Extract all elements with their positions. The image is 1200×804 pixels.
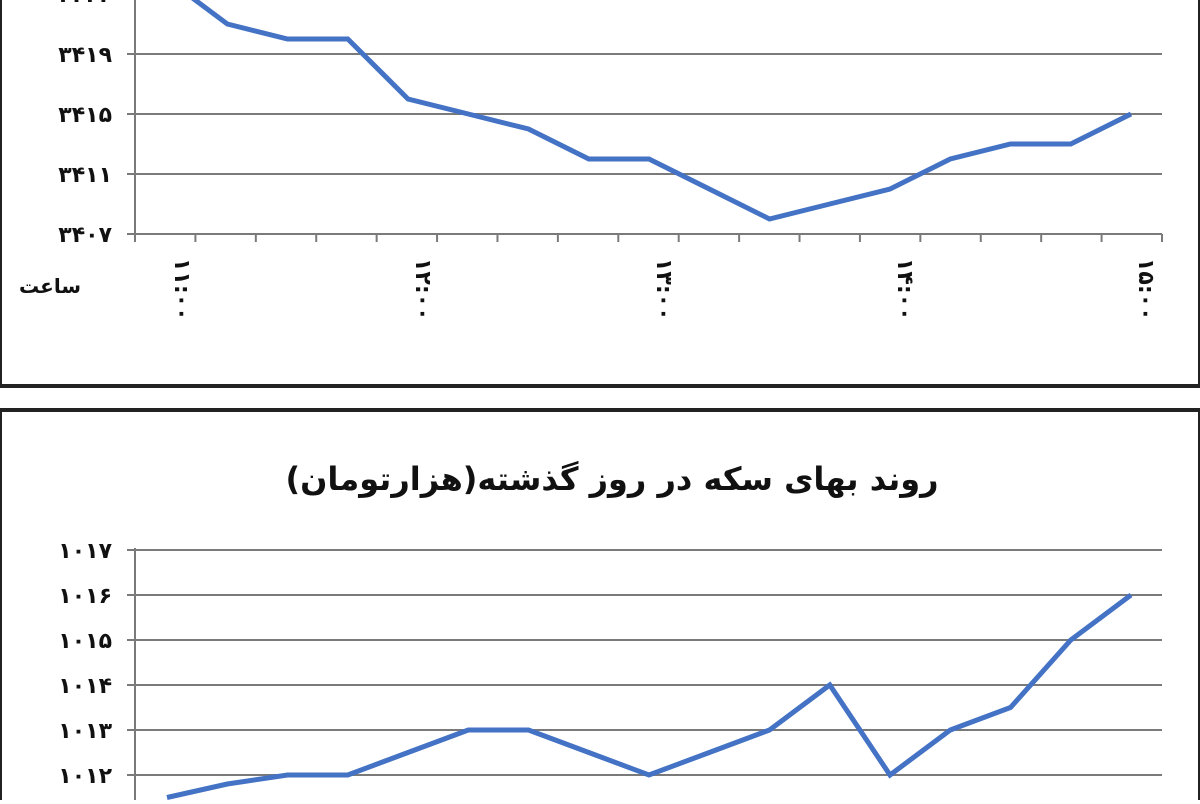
data-point xyxy=(526,127,531,132)
data-point xyxy=(1008,705,1013,710)
y-tick-label: ۳۴۰۷ xyxy=(58,223,112,248)
data-point xyxy=(586,750,591,755)
top-x-tick-labels: ۱۱:۰۰ ۱۲:۰۰ ۱۳:۰۰ ۱۴:۰۰ ۱۵:۰۰ xyxy=(169,258,1158,321)
y-tick-label: ۱۰۱۷ xyxy=(58,539,112,564)
data-point xyxy=(767,728,772,733)
x-tick-label: ۱۵:۰۰ xyxy=(1133,258,1158,321)
y-tick-label: ۳۴۱۹ xyxy=(58,43,112,68)
data-point xyxy=(1129,593,1134,598)
y-tick-label: ۱۰۱۳ xyxy=(58,719,112,744)
data-point xyxy=(888,773,893,778)
data-point xyxy=(526,728,531,733)
data-point xyxy=(406,750,411,755)
data-point xyxy=(345,773,350,778)
bottom-chart-title: روند بهای سکه در روز گذشته(هزارتومان) xyxy=(285,460,938,498)
data-point xyxy=(1068,638,1073,643)
bottom-y-tick-labels: ۱۰۱۲ ۱۰۱۳ ۱۰۱۴ ۱۰۱۵ ۱۰۱۶ ۱۰۱۷ xyxy=(58,539,112,789)
data-point xyxy=(165,795,170,800)
data-point xyxy=(406,97,411,102)
y-tick-label: ۳۴۲۳ xyxy=(58,0,112,8)
data-point xyxy=(1129,112,1134,117)
bottom-series xyxy=(165,592,1134,800)
data-point xyxy=(827,683,832,688)
data-point xyxy=(225,782,230,787)
data-point xyxy=(1068,142,1073,147)
x-tick-label: ۱۱:۰۰ xyxy=(169,258,194,321)
data-point xyxy=(285,37,290,42)
data-point xyxy=(225,22,230,27)
y-tick-label: ۱۰۱۵ xyxy=(58,629,112,654)
top-x-axis-label: ساعت xyxy=(19,274,81,298)
data-point xyxy=(647,773,652,778)
x-tick-label: ۱۴:۰۰ xyxy=(892,258,917,321)
data-point xyxy=(1008,142,1013,147)
series-line xyxy=(190,0,1133,222)
data-point xyxy=(948,157,953,162)
y-tick-label: ۱۰۱۶ xyxy=(58,584,112,609)
data-point xyxy=(466,728,471,733)
data-point xyxy=(767,217,772,222)
x-tick-label: ۱۳:۰۰ xyxy=(651,258,676,321)
data-point xyxy=(285,773,290,778)
y-tick-label: ۳۴۱۵ xyxy=(58,103,112,128)
y-tick-label: ۱۰۱۲ xyxy=(58,764,112,789)
data-point xyxy=(647,157,652,162)
series-line xyxy=(166,592,1133,800)
top-panel-frame xyxy=(0,0,1200,386)
top-y-tick-labels: ۳۴۰۷ ۳۴۱۱ ۳۴۱۵ ۳۴۱۹ ۳۴۲۳ xyxy=(58,0,112,248)
data-point xyxy=(888,187,893,192)
bottom-panel-frame xyxy=(0,410,1200,804)
top-gridlines xyxy=(127,0,1162,235)
data-point xyxy=(466,112,471,117)
top-series xyxy=(190,0,1134,222)
chart-coin-price-bottom: روند بهای سکه در روز گذشته(هزارتومان) ۱۰… xyxy=(58,460,1162,804)
y-tick-label: ۳۴۱۱ xyxy=(58,163,112,188)
data-point xyxy=(707,187,712,192)
data-point xyxy=(948,728,953,733)
y-tick-label: ۱۰۱۴ xyxy=(58,674,112,699)
data-point xyxy=(345,37,350,42)
x-tick-label: ۱۲:۰۰ xyxy=(410,258,435,321)
data-point xyxy=(707,750,712,755)
data-point xyxy=(586,157,591,162)
top-x-axis xyxy=(134,234,1163,242)
chart-hourly-top: ۳۴۰۷ ۳۴۱۱ ۳۴۱۵ ۳۴۱۹ ۳۴۲۳ ۱۱:۰۰ ۱۲:۰۰ ۱۳:۰۰ ۱۴:۰… xyxy=(19,0,1163,321)
data-point xyxy=(827,202,832,207)
bottom-gridlines xyxy=(127,548,1162,804)
